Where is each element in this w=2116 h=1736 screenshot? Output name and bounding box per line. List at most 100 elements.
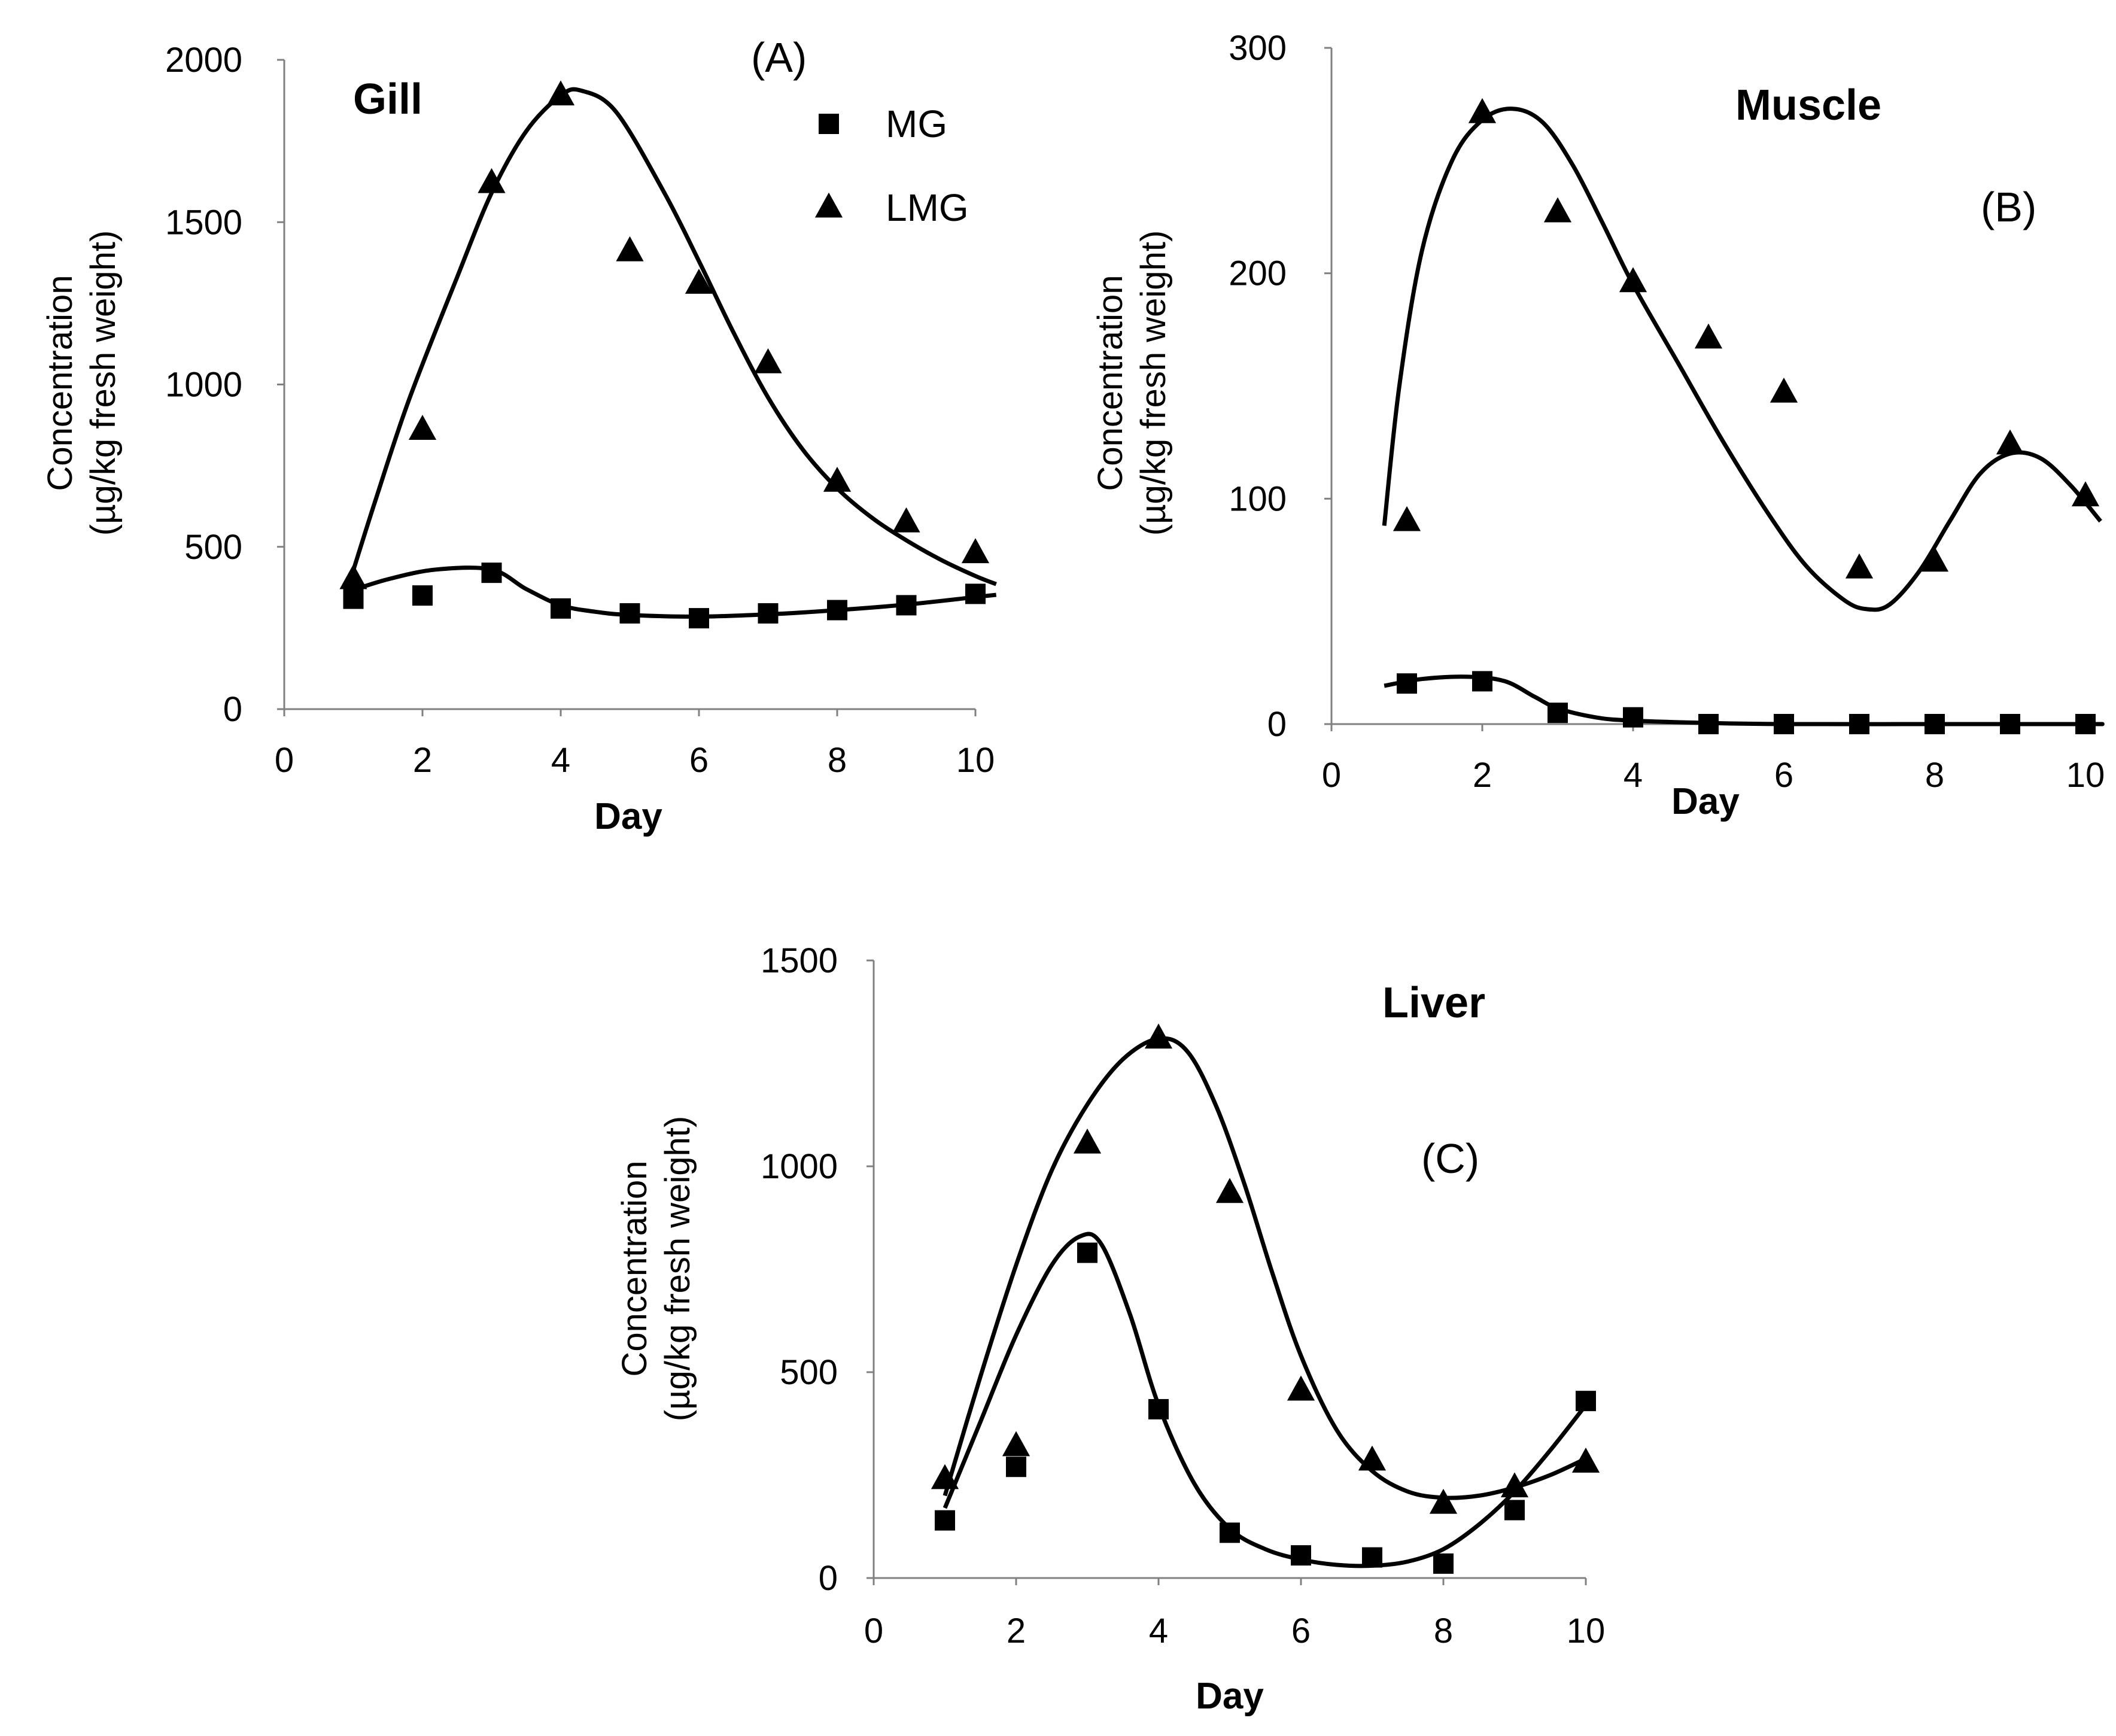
panel-title: Gill bbox=[353, 75, 422, 123]
fit-line-mg bbox=[943, 1232, 1588, 1568]
data-point-mg bbox=[2000, 714, 2020, 734]
x-axis-title: Day bbox=[1671, 781, 1740, 822]
data-point-mg bbox=[1698, 714, 1719, 734]
y-tick-label: 1500 bbox=[761, 941, 838, 980]
data-point-mg bbox=[689, 608, 709, 629]
data-point-lmg bbox=[1500, 1472, 1529, 1498]
x-tick-label: 0 bbox=[1322, 756, 1341, 795]
x-tick-label: 4 bbox=[1624, 756, 1643, 795]
data-point-mg bbox=[1504, 1500, 1525, 1521]
data-point-lmg bbox=[754, 348, 782, 373]
data-point-mg bbox=[965, 583, 986, 604]
data-point-lmg bbox=[961, 538, 990, 564]
x-tick-label: 10 bbox=[956, 741, 995, 780]
x-tick-label: 8 bbox=[828, 741, 847, 780]
data-point-lmg bbox=[1694, 323, 1723, 349]
data-point-lmg bbox=[823, 466, 852, 492]
legend-label-lmg: LMG bbox=[886, 186, 969, 229]
y-tick-label: 1000 bbox=[165, 366, 242, 405]
data-point-lmg bbox=[2071, 481, 2100, 507]
y-tick-label: 500 bbox=[184, 528, 242, 567]
data-point-mg bbox=[1220, 1522, 1240, 1543]
data-point-mg bbox=[2075, 714, 2096, 734]
y-tick-label: 500 bbox=[780, 1353, 838, 1392]
data-point-lmg bbox=[1002, 1431, 1030, 1457]
x-tick-label: 4 bbox=[551, 741, 570, 780]
data-point-lmg bbox=[478, 168, 506, 193]
y-axis-title: Concentration (µg/kg fresh weight) bbox=[1091, 230, 1173, 536]
data-point-lmg bbox=[1358, 1445, 1387, 1471]
y-axis-title: Concentration (µg/kg fresh weight) bbox=[615, 1116, 697, 1422]
data-point-mg bbox=[758, 603, 779, 624]
data-point-mg bbox=[1774, 714, 1794, 734]
fit-line-lmg bbox=[1382, 107, 2102, 612]
y-tick-label: 0 bbox=[1267, 705, 1287, 744]
x-tick-label: 0 bbox=[275, 741, 294, 780]
data-point-mg bbox=[1925, 714, 1945, 734]
data-point-lmg bbox=[1429, 1488, 1458, 1514]
data-point-mg bbox=[827, 600, 847, 621]
data-point-mg bbox=[619, 603, 640, 624]
y-tick-label: 1000 bbox=[761, 1147, 838, 1186]
x-tick-label: 0 bbox=[864, 1612, 883, 1650]
legend-label-mg: MG bbox=[886, 102, 947, 145]
data-point-lmg bbox=[1845, 553, 1874, 579]
y-axis-title-line: Concentration bbox=[615, 1160, 654, 1376]
x-tick-label: 2 bbox=[413, 741, 432, 780]
fit-line-lmg bbox=[344, 87, 997, 593]
x-tick-label: 8 bbox=[1925, 756, 1944, 795]
data-point-lmg bbox=[1393, 506, 1421, 531]
panel-letter: (A) bbox=[751, 34, 807, 81]
chart-panel-c: 0 500 1000 1500 0 2 4 6 8 10 Day Concentration (µg/k… bbox=[615, 941, 1605, 1717]
y-tick-label: 200 bbox=[1229, 254, 1287, 293]
data-point-lmg bbox=[685, 269, 713, 294]
data-point-mg bbox=[1397, 673, 1417, 694]
data-point-mg bbox=[896, 595, 917, 616]
x-tick-label: 6 bbox=[1291, 1612, 1311, 1650]
x-tick-label: 10 bbox=[2066, 756, 2105, 795]
panel-letter: (B) bbox=[1981, 184, 2036, 230]
data-point-lmg bbox=[1770, 378, 1798, 403]
data-point-lmg bbox=[892, 507, 920, 533]
y-axis-title-line: (µg/kg fresh weight) bbox=[84, 230, 123, 536]
x-tick-label: 4 bbox=[1149, 1612, 1168, 1650]
data-point-mg bbox=[935, 1510, 955, 1531]
x-tick-label: 10 bbox=[1567, 1612, 1606, 1650]
data-point-lmg bbox=[408, 415, 437, 440]
data-point-mg bbox=[1548, 703, 1568, 723]
data-point-mg bbox=[551, 598, 571, 619]
x-axis-title: Day bbox=[594, 796, 662, 837]
y-tick-label: 0 bbox=[223, 690, 242, 729]
data-point-lmg bbox=[1619, 267, 1647, 293]
legend-marker-mg bbox=[819, 114, 839, 134]
data-point-mg bbox=[1291, 1545, 1311, 1566]
data-point-mg bbox=[1623, 707, 1643, 728]
data-point-lmg bbox=[931, 1464, 959, 1489]
y-axis-title: Concentration (µg/kg fresh weight) bbox=[41, 230, 123, 536]
data-point-mg bbox=[1148, 1398, 1169, 1419]
data-point-lmg bbox=[1920, 546, 1949, 572]
data-point-lmg bbox=[616, 236, 644, 262]
chart-panel-b: 0 100 200 300 0 2 4 6 8 10 Day Concentration (µg/kg … bbox=[1091, 29, 2105, 822]
y-tick-label: 0 bbox=[819, 1559, 838, 1598]
data-point-lmg bbox=[546, 80, 575, 106]
panel-title: Muscle bbox=[1735, 81, 1881, 129]
y-axis-title-line: Concentration bbox=[41, 275, 80, 491]
panel-title: Liver bbox=[1382, 979, 1485, 1027]
data-point-lmg bbox=[339, 564, 367, 589]
legend-marker-lmg bbox=[814, 192, 843, 218]
x-tick-label: 2 bbox=[1007, 1612, 1026, 1650]
data-point-mg bbox=[1077, 1242, 1097, 1263]
data-point-lmg bbox=[1571, 1448, 1600, 1473]
x-axis-title: Day bbox=[1196, 1676, 1264, 1717]
y-axis-title-line: Concentration bbox=[1091, 275, 1130, 491]
y-tick-label: 100 bbox=[1229, 479, 1287, 518]
data-point-mg bbox=[1006, 1457, 1026, 1477]
data-point-lmg bbox=[1073, 1128, 1102, 1154]
x-tick-label: 8 bbox=[1434, 1612, 1453, 1650]
data-point-mg bbox=[412, 585, 433, 606]
y-tick-label: 1500 bbox=[165, 203, 242, 242]
data-point-lmg bbox=[1144, 1023, 1173, 1049]
